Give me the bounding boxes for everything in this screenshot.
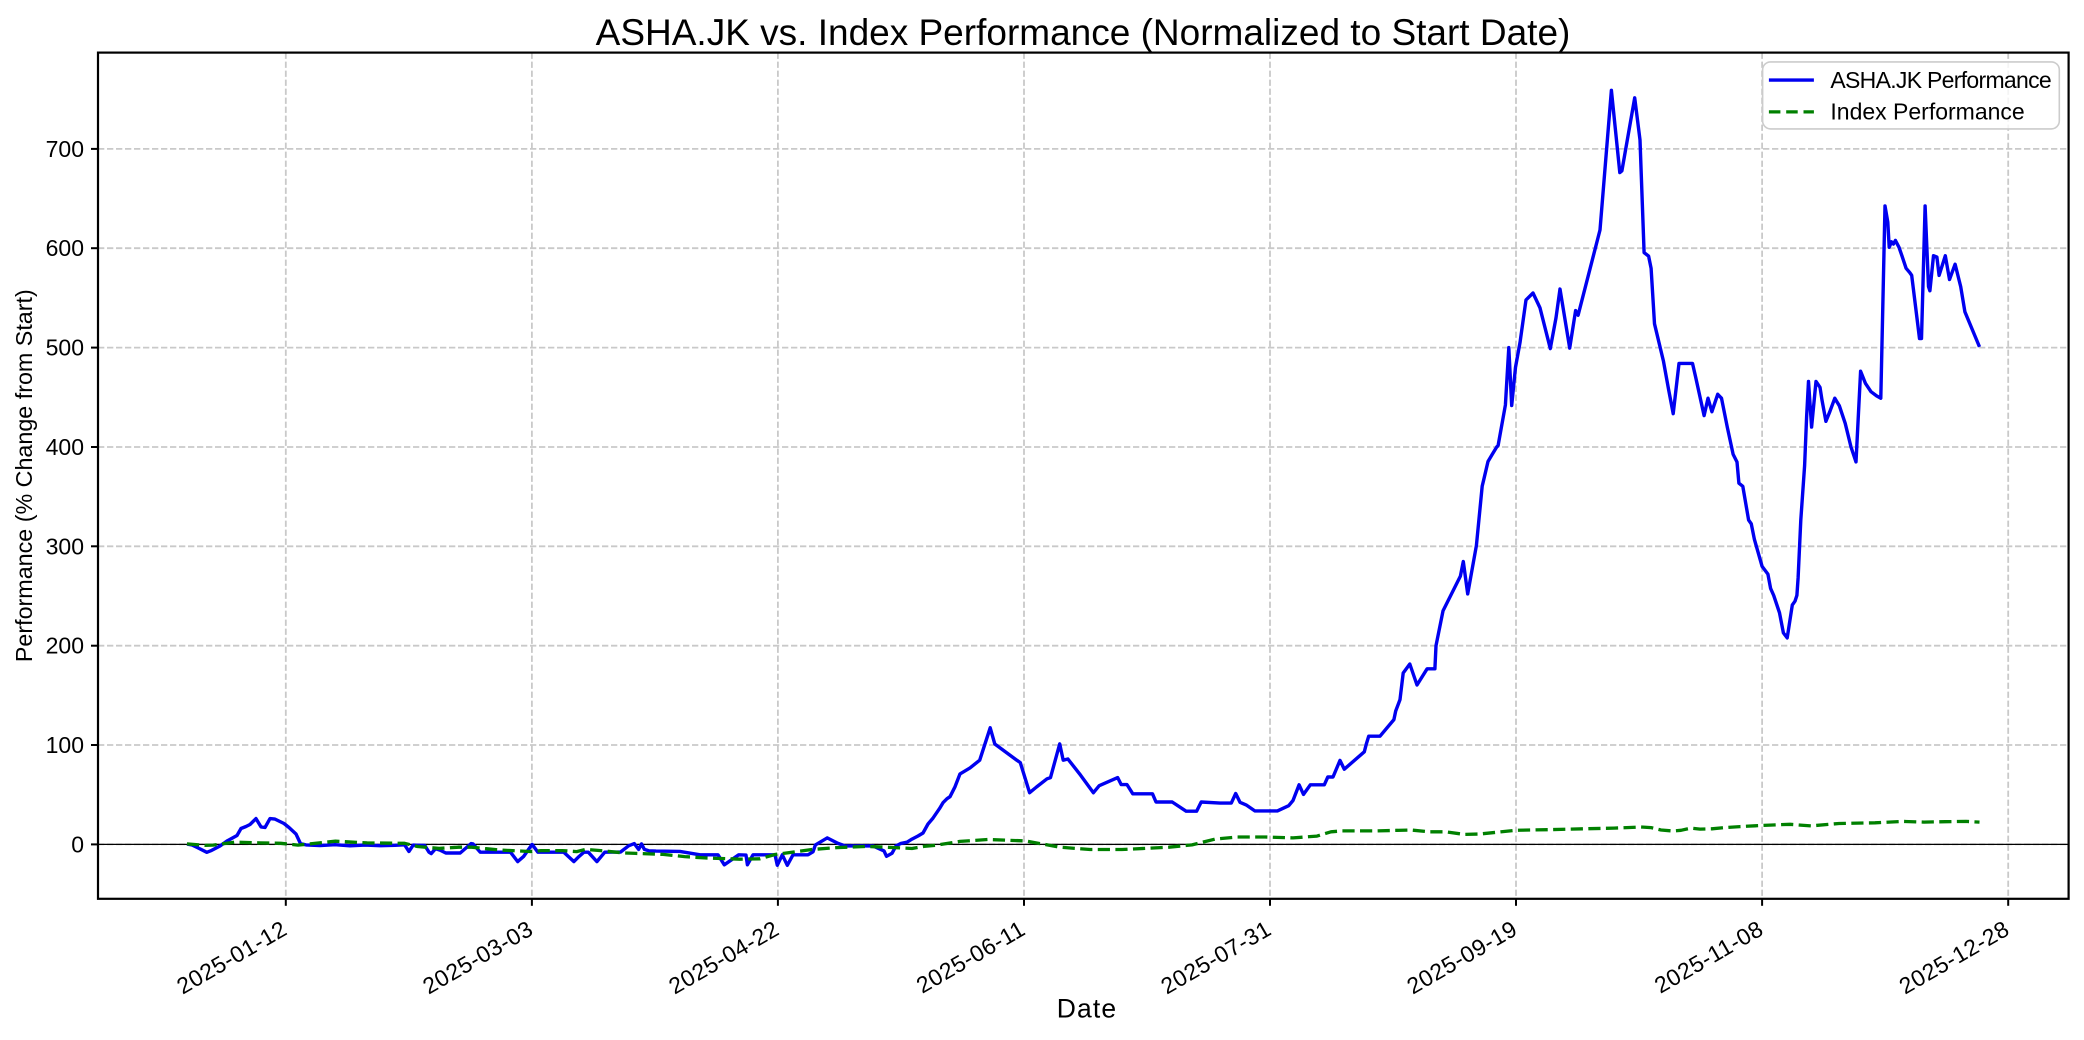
svg-text:0: 0: [71, 831, 84, 857]
svg-text:300: 300: [46, 533, 84, 559]
svg-text:400: 400: [46, 434, 84, 460]
svg-text:200: 200: [46, 633, 84, 659]
svg-text:ASHA.JK vs. Index Performance: ASHA.JK vs. Index Performance (Normalize…: [596, 12, 1571, 53]
svg-text:Date: Date: [1057, 994, 1117, 1024]
svg-text:Performance (% Change from Sta: Performance (% Change from Start): [11, 289, 37, 662]
svg-text:700: 700: [46, 136, 84, 162]
svg-text:Index Performance: Index Performance: [1830, 99, 2024, 125]
svg-text:600: 600: [46, 235, 84, 261]
svg-text:100: 100: [46, 732, 84, 758]
svg-text:ASHA.JK Performance: ASHA.JK Performance: [1830, 67, 2051, 93]
svg-text:500: 500: [46, 335, 84, 361]
